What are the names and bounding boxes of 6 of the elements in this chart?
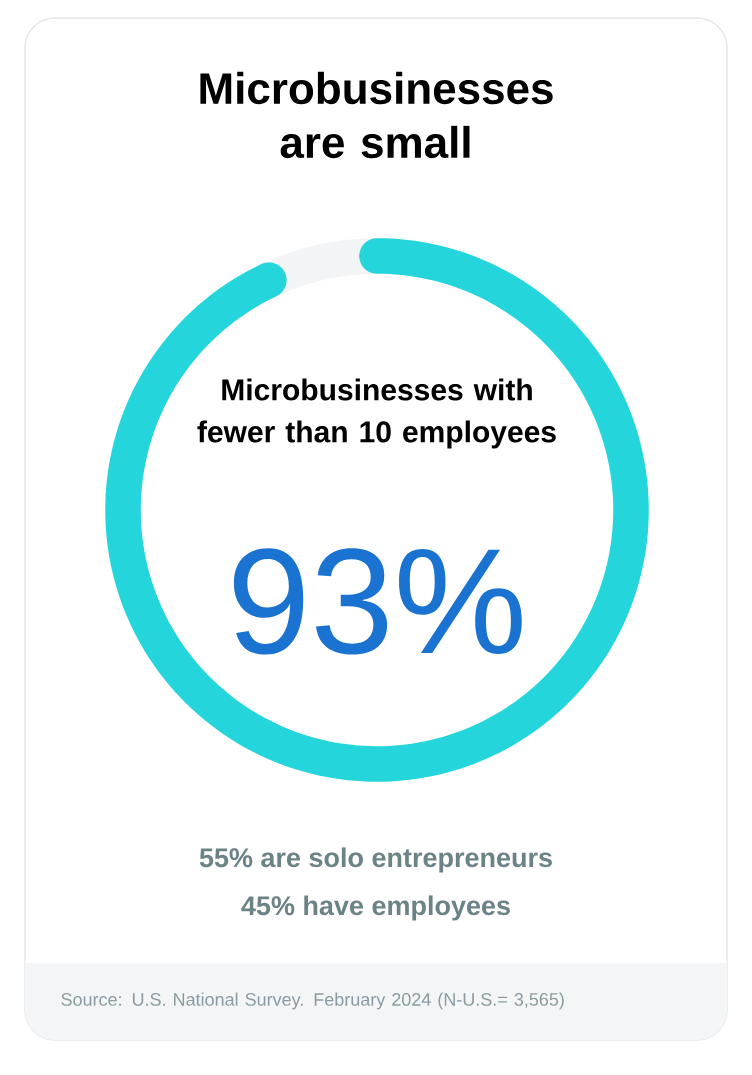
text: 55% are solo entrepreneurs (199, 847, 552, 873)
chart-title: Microbusinesses are small (200, 71, 553, 159)
slice-label: Microbusinesses with fewer than 10 employees (197, 378, 556, 449)
source-note: Source: U.S. National Survey. February 2024 (N-U.S.= 3,565) (61, 992, 564, 1010)
text: 45% have employees (241, 895, 510, 921)
data-label: 93% (233, 548, 522, 655)
